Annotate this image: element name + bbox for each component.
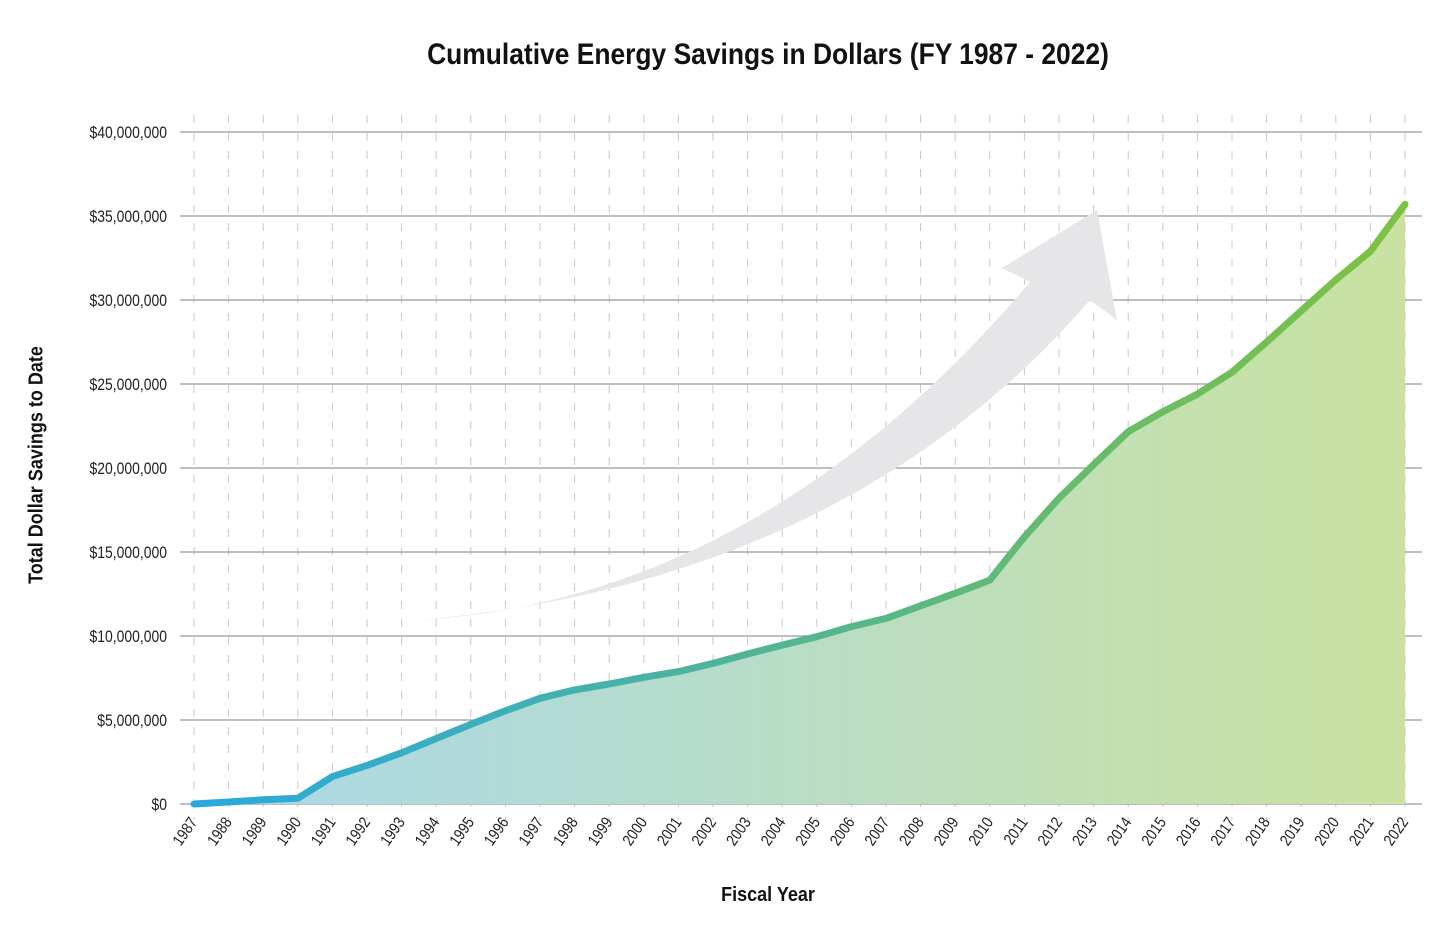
x-tick-label: 1996: [481, 815, 512, 850]
x-tick-label: 1993: [378, 815, 409, 850]
x-axis-label: Fiscal Year: [721, 884, 815, 906]
x-tick-label: 2015: [1139, 815, 1170, 850]
x-tick-label: 1990: [274, 815, 305, 850]
x-tick-label: 2019: [1277, 815, 1308, 850]
x-tick-label: 2006: [827, 815, 858, 850]
x-tick-label: 1997: [516, 815, 547, 850]
x-tick-label: 1994: [412, 815, 443, 850]
x-tick-label: 2004: [758, 815, 789, 850]
x-tick-label: 1987: [170, 815, 201, 850]
x-tick-label: 2002: [689, 815, 720, 850]
y-tick-label: $10,000,000: [90, 628, 168, 647]
y-tick-label: $35,000,000: [90, 208, 168, 227]
x-tick-label: 1992: [343, 815, 374, 850]
x-tick-label: 2022: [1381, 815, 1412, 850]
x-tick-label: 2000: [620, 815, 651, 850]
x-tick-label: 2020: [1312, 815, 1343, 850]
x-tick-label: 2007: [862, 815, 893, 850]
x-tick-label: 2021: [1346, 815, 1377, 850]
x-tick-label: 2012: [1035, 815, 1066, 850]
x-tick-label: 2009: [931, 815, 962, 850]
x-tick-label: 2013: [1070, 815, 1101, 850]
x-tick-label: 1988: [205, 815, 236, 850]
y-tick-label: $30,000,000: [90, 292, 168, 311]
trend-arrow-decoration: [418, 210, 1117, 620]
y-tick-label: $5,000,000: [97, 712, 167, 731]
x-tick-label: 2010: [966, 815, 997, 850]
x-tick-label: 2018: [1243, 815, 1274, 850]
x-tick-label: 1991: [308, 815, 339, 850]
x-tick-label: 2011: [1001, 815, 1032, 849]
x-tick-label: 2014: [1104, 815, 1135, 850]
x-tick-label: 2008: [897, 815, 928, 850]
series-line: [190, 200, 1409, 808]
area-fill: [194, 204, 1405, 804]
y-tick-label: $15,000,000: [90, 544, 168, 563]
x-tick-label: 2016: [1173, 815, 1204, 850]
x-tick-label: 2001: [654, 815, 685, 850]
x-tick-label: 1989: [239, 815, 270, 850]
y-tick-label: $25,000,000: [90, 376, 168, 395]
y-tick-label: $0: [152, 796, 168, 815]
x-tick-label: 1995: [447, 815, 478, 850]
x-tick-label: 1999: [585, 815, 616, 850]
x-tick-label: 2003: [724, 815, 755, 850]
chart-title: Cumulative Energy Savings in Dollars (FY…: [427, 38, 1109, 71]
x-tick-label: 2005: [793, 815, 824, 850]
y-tick-label: $20,000,000: [90, 460, 168, 479]
y-tick-label: $40,000,000: [90, 124, 168, 143]
x-tick-label: 2017: [1208, 815, 1239, 850]
x-tick-label: 1998: [551, 815, 582, 850]
